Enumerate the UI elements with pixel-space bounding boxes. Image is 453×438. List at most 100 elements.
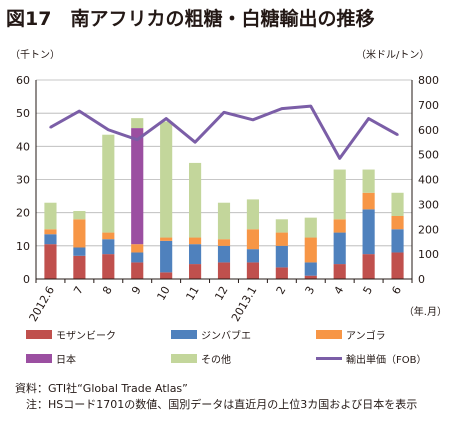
left-axis-unit: （千トン） [10,50,60,61]
y-right-tick-label-2: 200 [418,223,439,236]
x-tick-label-5: 11 [183,284,201,303]
bar-1-9 [304,262,317,276]
line-point-1 [78,109,81,113]
y-right-tick-label-3: 300 [418,198,439,211]
x-tick-label-7: 2013.1 [229,284,260,324]
bar-0-5 [189,264,202,279]
bar-1-11 [362,209,375,255]
bar-0-7 [246,262,259,279]
legend-label-unit-price: 輸出単価（FOB） [346,355,427,366]
legend-item-others: その他 [171,351,231,366]
line-point-12 [396,133,399,136]
bar-1-10 [333,232,346,265]
bar-0-10 [333,264,346,279]
x-tick-label-2: 8 [100,284,115,297]
y-right-tick-label-5: 500 [418,149,439,162]
bar-2-5 [189,237,202,245]
y-left-tick-label-6: 60 [16,74,30,87]
bar-2-2 [102,232,115,240]
right-axis-unit: （米ドル/トン） [356,50,430,61]
bar-0-4 [160,272,173,279]
bar-4-3 [131,118,144,129]
bar-4-1 [73,211,86,220]
bar-4-9 [304,217,317,238]
x-tick-label-6: 12 [212,284,230,303]
legend-label-mozambique: モザンビーク [56,331,116,342]
bar-4-4 [160,121,173,238]
note-source-text: GTI社“Global Trade Atlas” [48,382,188,395]
y-right-tick-label-8: 800 [418,74,439,87]
y-right-tick-label-4: 400 [418,174,439,187]
legend-swatch-mozambique [26,330,52,339]
notes: 資料： GTI社“Global Trade Atlas” 注： HSコード170… [6,381,443,413]
line-point-10 [338,157,341,160]
x-tick-label-9: 3 [303,284,318,297]
legend-item-zimbabwe: ジンバブエ [171,327,251,342]
bar-0-0 [44,244,57,279]
line-point-8 [280,107,284,110]
bar-3-3 [131,128,144,245]
y-left-tick-label-4: 40 [16,140,30,153]
y-left-tick-label-0: 0 [23,273,30,286]
legend-label-zimbabwe: ジンバブエ [201,331,251,342]
legend-label-japan: 日本 [56,355,76,366]
bar-2-7 [246,229,259,250]
bar-4-12 [391,192,404,216]
bar-2-6 [217,239,231,246]
legend-item-angola: アンゴラ [316,327,386,342]
line-point-4 [164,117,168,120]
line-point-5 [193,140,197,144]
bar-0-8 [275,267,288,279]
note-remark: 注： HSコード1701の数値、国別データは直近月の上位3カ国および日本を表示 [6,397,443,413]
bar-2-12 [391,215,404,230]
bar-1-1 [73,247,86,256]
x-tick-label-12: 6 [389,284,404,297]
bar-2-10 [333,219,346,233]
line-point-2 [107,128,110,131]
x-tick-label-4: 10 [154,284,172,303]
y-right-tick-label-6: 600 [418,124,439,137]
line-point-6 [222,111,226,114]
chart-title: 図17 南アフリカの粗糖・白糖輸出の推移 [6,8,375,30]
legend-item-unit-price: 輸出単価（FOB） [316,351,426,366]
bar-4-5 [189,162,202,238]
legend-swatch-japan [26,354,52,363]
bar-2-0 [44,229,57,235]
bar-1-6 [217,245,231,263]
bar-1-3 [131,252,144,263]
legend-swatch-angola [316,330,342,339]
y-right-tick-label-7: 700 [418,99,439,112]
bar-2-8 [275,232,288,246]
bar-2-11 [362,192,375,210]
x-axis-unit: （年.月） [404,305,447,318]
legend-swatch-others [171,354,197,363]
bar-4-6 [217,202,231,240]
x-tick-label-1: 7 [71,284,86,297]
bar-1-0 [44,234,57,245]
x-tick-label-3: 9 [129,284,144,297]
y-right-tick-label-1: 100 [418,248,439,261]
note-source-label: 資料： [15,382,48,395]
y-left-tick-label-2: 20 [16,207,30,220]
bar-1-5 [189,244,202,265]
line-point-11 [367,117,370,120]
y-left-tick-label-1: 10 [16,240,30,253]
legend-swatch-zimbabwe [171,330,197,339]
bar-1-7 [246,249,259,263]
line-point-9 [309,104,312,108]
bar-0-6 [217,262,231,279]
y-left-tick-label-3: 30 [16,174,30,187]
bar-2-9 [304,237,317,263]
legend-label-angola: アンゴラ [346,331,386,342]
legend-item-japan: 日本 [26,351,76,366]
note-source: 資料： GTI社“Global Trade Atlas” [6,381,443,397]
bar-4-11 [362,169,375,193]
bar-2-4 [160,237,173,241]
legend-item-mozambique: モザンビーク [26,327,116,342]
bar-4-8 [275,219,288,233]
bar-4-7 [246,199,259,230]
y-right-tick-label-0: 0 [418,273,425,286]
x-tick-label-11: 5 [360,284,375,297]
line-point-7 [251,118,255,122]
bar-4-10 [333,169,346,220]
